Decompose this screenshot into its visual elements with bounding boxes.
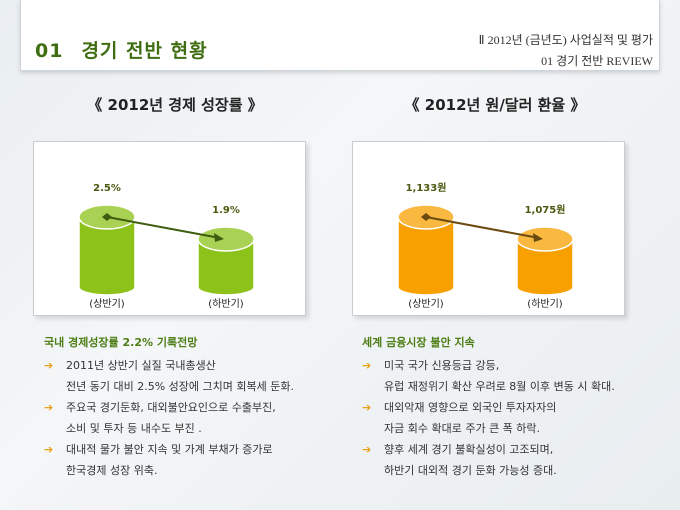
list-item-text: 대내적 물가 불안 지속 및 가계 부채가 증가로 (66, 443, 273, 456)
chart-title-exchange: 《 2012년 원/달러 환율 》 (404, 96, 586, 114)
list-item-text: 한국경제 성장 위축. (66, 464, 158, 477)
cylinder-bar (397, 204, 455, 296)
cylinder-body (397, 216, 455, 296)
cylinder-top (516, 226, 574, 252)
data-label: 1.9% (212, 205, 240, 216)
page-header: 01 경기 전반 현황 Ⅱ 2012년 (금년도) 사업실적 및 평가 01 경기… (20, 0, 660, 71)
notes-heading: 국내 경제성장률 2.2% 기록전망 (44, 336, 198, 349)
data-label: 1,133원 (406, 181, 447, 194)
trend-arrow-head (533, 233, 543, 242)
list-item-text: 자금 회수 확대로 주가 큰 폭 하락. (384, 422, 541, 435)
arrow-right-icon: ➔ (362, 401, 372, 414)
chapter-label: Ⅱ 2012년 (금년도) 사업실적 및 평가 (478, 33, 653, 47)
list-item-text: 하반기 대외적 경기 둔화 가능성 증대. (384, 464, 557, 477)
arrow-right-icon: ➔ (44, 443, 54, 456)
category-label: (상반기) (408, 298, 444, 310)
data-label: 2.5% (93, 183, 121, 194)
subsection-label: 01 경기 전반 REVIEW (541, 54, 653, 68)
cylinder-bar (197, 226, 255, 296)
arrow-right-icon: ➔ (44, 401, 54, 414)
data-label: 1,075원 (525, 203, 566, 216)
cylinder-body (516, 238, 574, 296)
list-item-text: 전년 동기 대비 2.5% 성장에 그치며 회복세 둔화. (66, 380, 294, 393)
notes-heading: 세계 금융시장 불안 지속 (362, 336, 475, 349)
list-item: ➔ 주요국 경기둔화, 대외불안요인으로 수출부진, 소비 및 투자 등 내수도 부… (44, 397, 364, 439)
list-item: ➔ 향후 세계 경기 불확실성이 고조되며, 하반기 대외적 경기 둔화 가능성 증… (362, 439, 680, 481)
section-number: 01 (35, 40, 64, 62)
trend-arrow-line (425, 216, 540, 239)
growth-chart: 2.5% (상반기) 1.9% (하반기) (33, 141, 306, 316)
list-item-text: 주요국 경기둔화, 대외불안요인으로 수출부진, (66, 401, 276, 414)
trend-arrow-start (421, 213, 431, 221)
list-item-text: 미국 국가 신용등급 강등, (384, 359, 500, 372)
arrow-right-icon: ➔ (362, 359, 372, 372)
arrow-right-icon: ➔ (44, 359, 54, 372)
trend-arrow-line (106, 216, 221, 239)
list-item-text: 대외악재 영향으로 외국인 투자자자의 (384, 401, 557, 414)
list-item-text: 향후 세계 경기 불확실성이 고조되며, (384, 443, 554, 456)
global-notes: 세계 금융시장 불안 지속 ➔ 미국 국가 신용등급 강등, 유럽 재정위기 확산 우… (362, 334, 680, 481)
category-label: (상반기) (89, 298, 125, 310)
category-label: (하반기) (527, 297, 563, 310)
trend-arrow-start (102, 213, 112, 221)
cylinder-body (197, 238, 255, 296)
cylinder-bar (78, 204, 136, 296)
trend-arrow-head (214, 233, 224, 242)
category-label: (하반기) (208, 297, 244, 310)
cylinder-bar (516, 226, 574, 296)
page-title: 01 경기 전반 현황 (35, 36, 208, 63)
list-item: ➔ 미국 국가 신용등급 강등, 유럽 재정위기 확산 우려로 8월 이후 변동 시… (362, 355, 680, 397)
arrow-right-icon: ➔ (362, 443, 372, 456)
list-item-text: 유럽 재정위기 확산 우려로 8월 이후 변동 시 확대. (384, 380, 615, 393)
list-item-text: 2011년 상반기 실질 국내총생산 (66, 359, 216, 372)
exchange-chart: 1,133원 (상반기) 1,075원 (하반기) (352, 141, 625, 316)
cylinder-body (78, 216, 136, 296)
list-item-text: 소비 및 투자 등 내수도 부진 . (66, 422, 202, 435)
section-title: 경기 전반 현황 (81, 40, 208, 62)
chart-title-growth: 《 2012년 경제 성장률 》 (87, 96, 263, 114)
cylinder-top (197, 226, 255, 252)
